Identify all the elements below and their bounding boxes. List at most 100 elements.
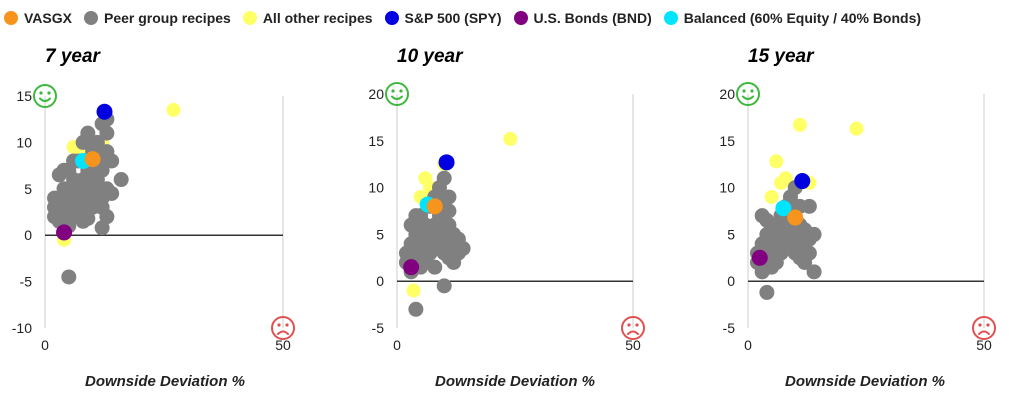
x-tick-label: 0: [393, 337, 401, 353]
data-point-peer: [113, 172, 129, 188]
y-tick-label: -5: [723, 320, 736, 336]
data-point-other: [503, 131, 518, 146]
frown-icon-face: [271, 316, 295, 340]
data-point-spy: [96, 103, 113, 120]
data-point-peer: [436, 278, 452, 294]
frown-icon-face: [972, 316, 996, 340]
data-point-peer: [455, 240, 471, 256]
legend-item-balanced[interactable]: Balanced (60% Equity / 40% Bonds): [663, 10, 922, 26]
y-tick-label: 10: [368, 180, 384, 196]
data-point-peer: [56, 181, 72, 197]
smiley-icon-eye-left: [391, 89, 395, 93]
legend-label-bnd: U.S. Bonds (BND): [533, 10, 652, 26]
data-point-peer: [427, 236, 443, 252]
y-tick-label: 15: [16, 88, 32, 104]
legend-dot-balanced: [663, 11, 678, 25]
legend-dot-other: [242, 11, 257, 25]
data-point-peer: [94, 220, 110, 236]
frown-icon: [972, 316, 996, 340]
legend-item-spy[interactable]: S&P 500 (SPY): [384, 10, 502, 26]
legend-label-vasgx: VASGX: [24, 10, 72, 26]
y-tick-label: 15: [368, 133, 384, 149]
smiley-icon-mouth: [391, 95, 403, 100]
smiley-icon-eye-right: [47, 91, 51, 95]
legend-dot-vasgx: [4, 11, 18, 25]
frown-icon-eye-left: [277, 323, 281, 327]
legend-dot-bnd: [513, 11, 528, 25]
data-point-vasgx: [787, 209, 804, 226]
data-point-peer: [80, 125, 96, 141]
legend-label-spy: S&P 500 (SPY): [404, 10, 502, 26]
data-point-peer: [408, 301, 424, 317]
data-point-peer: [61, 269, 77, 285]
y-tick-label: 0: [376, 273, 384, 289]
legend-label-peer: Peer group recipes: [103, 10, 231, 26]
x-tick-label: 0: [41, 337, 49, 353]
y-tick-label: 5: [727, 226, 735, 242]
frown-icon-eye-right: [285, 323, 289, 327]
frown-icon-eye-right: [635, 323, 639, 327]
y-tick-label: -5: [372, 320, 385, 336]
chart-title: 7 year: [45, 46, 102, 67]
legend: VASGX Peer group recipes All other recip…: [0, 6, 1027, 30]
y-tick-label: 15: [719, 133, 735, 149]
frown-icon: [271, 316, 295, 340]
data-point-peer: [85, 167, 101, 183]
data-point-vasgx: [84, 151, 101, 168]
data-point-spy: [438, 154, 455, 171]
data-point-peer: [441, 189, 457, 205]
legend-item-other[interactable]: All other recipes: [242, 10, 373, 26]
data-point-vasgx: [426, 198, 443, 215]
chart-title: 15 year: [748, 46, 815, 67]
x-tick-label: 50: [976, 337, 992, 353]
data-point-other: [849, 121, 864, 136]
smiley-icon-eye-left: [39, 91, 43, 95]
frown-icon-mouth: [627, 330, 639, 335]
y-tick-label: 5: [376, 226, 384, 242]
legend-item-peer[interactable]: Peer group recipes: [83, 10, 231, 26]
x-tick-label: 50: [625, 337, 641, 353]
data-point-other: [406, 283, 421, 298]
frown-icon-eye-right: [986, 323, 990, 327]
smiley-icon-eye-right: [399, 89, 403, 93]
chart-title: 10 year: [397, 46, 464, 67]
x-axis-label: Downside Deviation %: [435, 373, 595, 390]
x-axis-label: Downside Deviation %: [85, 373, 245, 390]
data-point-peer: [408, 208, 424, 224]
y-tick-label: -5: [20, 274, 33, 290]
smiley-icon-face: [33, 84, 57, 108]
data-point-other: [166, 102, 181, 117]
frown-icon-eye-left: [978, 323, 982, 327]
data-point-bnd: [751, 249, 768, 266]
data-point-peer: [104, 185, 120, 201]
x-tick-label: 50: [275, 337, 291, 353]
data-point-peer: [99, 125, 115, 141]
legend-item-bnd[interactable]: U.S. Bonds (BND): [513, 10, 652, 26]
data-point-bnd: [56, 224, 73, 241]
data-point-peer: [80, 210, 96, 226]
data-point-other: [764, 189, 779, 204]
data-point-peer: [427, 259, 443, 275]
legend-label-balanced: Balanced (60% Equity / 40% Bonds): [683, 10, 922, 26]
frown-icon-eye-left: [627, 323, 631, 327]
y-tick-label: 10: [719, 180, 735, 196]
smiley-icon: [33, 84, 57, 108]
smiley-icon-eye-right: [750, 89, 754, 93]
frown-icon-mouth: [277, 330, 289, 335]
frown-icon: [621, 316, 645, 340]
smiley-icon-face: [385, 82, 409, 106]
x-axis-label: Downside Deviation %: [785, 373, 945, 390]
legend-item-vasgx[interactable]: VASGX: [4, 10, 72, 26]
smiley-icon-mouth: [39, 97, 51, 102]
y-tick-label: 20: [719, 86, 735, 102]
data-point-other: [769, 154, 784, 169]
frown-icon-mouth: [978, 330, 990, 335]
smiley-icon: [385, 82, 409, 106]
y-tick-label: 20: [368, 86, 384, 102]
data-point-peer: [417, 226, 433, 242]
data-point-peer: [436, 170, 452, 186]
frown-icon-face: [621, 316, 645, 340]
